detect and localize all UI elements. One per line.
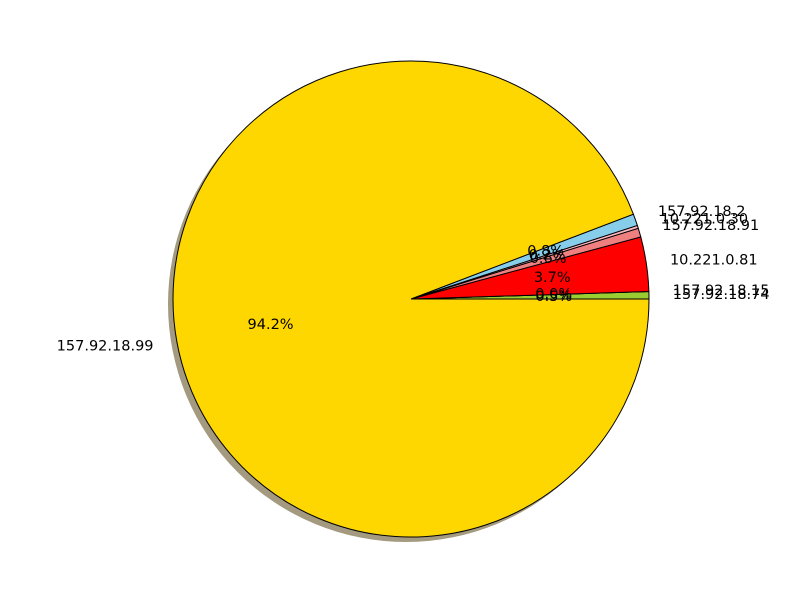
percent-labels: 0.5%0.0%3.7% 0.6%0.2%0.8% 94.2% [248,243,573,332]
percent-label-3: 0.6% [530,251,567,267]
percent-label-4: 0.2% [529,248,566,264]
slice-label-1: 157.92.18.15 [673,283,770,299]
slice-label-0: 157.92.18.74 [673,287,770,303]
percent-label-1: 0.0% [535,287,572,303]
pie-slices [172,60,650,538]
slice-label-6: 157.92.18.99 [57,338,154,354]
pie-slice-6 [172,60,650,538]
slice-label-4: 10.221.0.30 [660,212,748,228]
percent-label-5: 0.8% [527,243,564,259]
slice-label-5: 157.92.18.2 [658,204,746,220]
slice-label-3: 157.92.18.91 [662,218,759,234]
percent-label-0: 0.5% [535,289,572,305]
percent-label-6: 94.2% [248,317,294,333]
percent-label-2: 3.7% [534,270,571,286]
slice-label-2: 10.221.0.81 [670,252,758,268]
